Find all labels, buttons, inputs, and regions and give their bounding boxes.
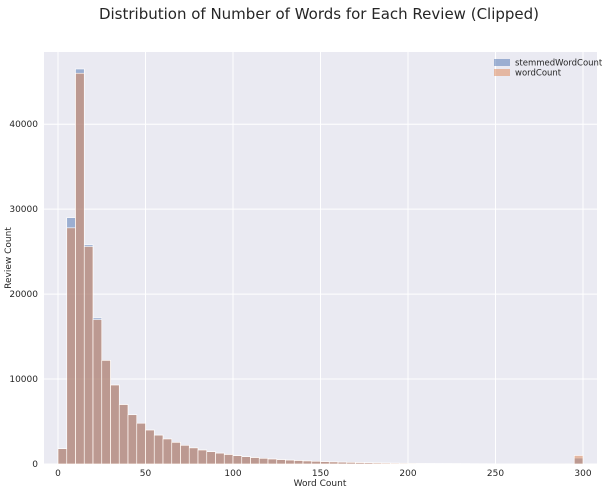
bar-wordCount-31	[329, 462, 338, 464]
bar-wordCount-21	[242, 457, 251, 464]
bar-wordCount-32	[338, 462, 347, 464]
bar-wordCount-27	[294, 461, 303, 464]
x-tick-label-4: 200	[399, 469, 416, 479]
bar-wordCount-4	[93, 320, 102, 464]
bar-wordCount-25	[277, 460, 286, 464]
bar-wordCount-34	[356, 463, 365, 464]
bar-wordCount-28	[303, 461, 312, 464]
bar-wordCount-39	[399, 463, 408, 464]
bar-wordCount-59	[574, 456, 583, 464]
bar-wordCount-23	[259, 458, 268, 464]
y-tick-label-2: 20000	[9, 290, 38, 300]
x-tick-label-5: 250	[487, 469, 504, 479]
x-tick-label-3: 150	[312, 469, 329, 479]
bar-wordCount-13	[172, 442, 181, 464]
bar-wordCount-8	[128, 415, 137, 464]
x-axis-ticks: 0 50 100 150 200 250 300	[55, 469, 592, 479]
y-tick-label-4: 40000	[9, 120, 38, 130]
bar-wordCount-22	[251, 458, 260, 464]
y-axis-label: Review Count	[4, 227, 14, 289]
legend-swatch-stemmedWordCount	[494, 59, 510, 66]
bar-wordCount-30	[321, 462, 330, 464]
bar-wordCount-0	[58, 449, 67, 464]
y-axis-ticks: 0 10000 20000 30000 40000	[9, 120, 38, 470]
bar-wordCount-41	[417, 463, 426, 464]
legend-label-wordCount: wordCount	[515, 69, 562, 79]
bar-wordCount-15	[189, 448, 198, 464]
bar-wordCount-38	[391, 463, 400, 464]
bar-wordCount-42	[426, 463, 435, 464]
x-axis-label: Word Count	[294, 479, 347, 489]
bar-wordCount-11	[154, 435, 163, 464]
y-tick-label-0: 0	[32, 460, 38, 470]
bar-wordCount-18	[216, 453, 225, 464]
bar-wordCount-20	[233, 456, 242, 464]
bar-wordCount-24	[268, 459, 277, 464]
bar-wordCount-35	[364, 463, 373, 464]
x-tick-label-6: 300	[574, 469, 591, 479]
bar-wordCount-10	[146, 430, 155, 464]
bar-wordCount-3	[84, 247, 93, 464]
bar-wordCount-16	[198, 450, 207, 464]
bar-wordCount-6	[111, 385, 120, 464]
bar-wordCount-1	[67, 228, 76, 464]
bar-wordCount-19	[224, 454, 233, 464]
y-tick-label-3: 30000	[9, 205, 38, 215]
bar-wordCount-5	[102, 360, 111, 464]
chart-title: Distribution of Number of Words for Each…	[99, 5, 539, 23]
bar-wordCount-2	[76, 73, 85, 464]
bar-wordCount-12	[163, 439, 172, 464]
bar-wordCount-33	[347, 462, 356, 464]
bar-wordCount-26	[286, 460, 295, 464]
x-tick-label-1: 50	[140, 469, 152, 479]
x-tick-label-2: 100	[224, 469, 241, 479]
legend-swatch-wordCount	[494, 69, 510, 76]
bar-wordCount-36	[373, 463, 382, 464]
bar-wordCount-40	[408, 463, 417, 464]
y-tick-label-1: 10000	[9, 375, 38, 385]
bar-wordCount-17	[207, 452, 216, 464]
legend-label-stemmedWordCount: stemmedWordCount	[515, 59, 602, 69]
bar-wordCount-7	[119, 405, 128, 464]
bar-wordCount-14	[181, 445, 190, 464]
bar-wordCount-9	[137, 423, 146, 464]
bar-wordCount-29	[312, 461, 321, 464]
bar-wordCount-37	[382, 463, 391, 464]
x-tick-label-0: 0	[55, 469, 61, 479]
